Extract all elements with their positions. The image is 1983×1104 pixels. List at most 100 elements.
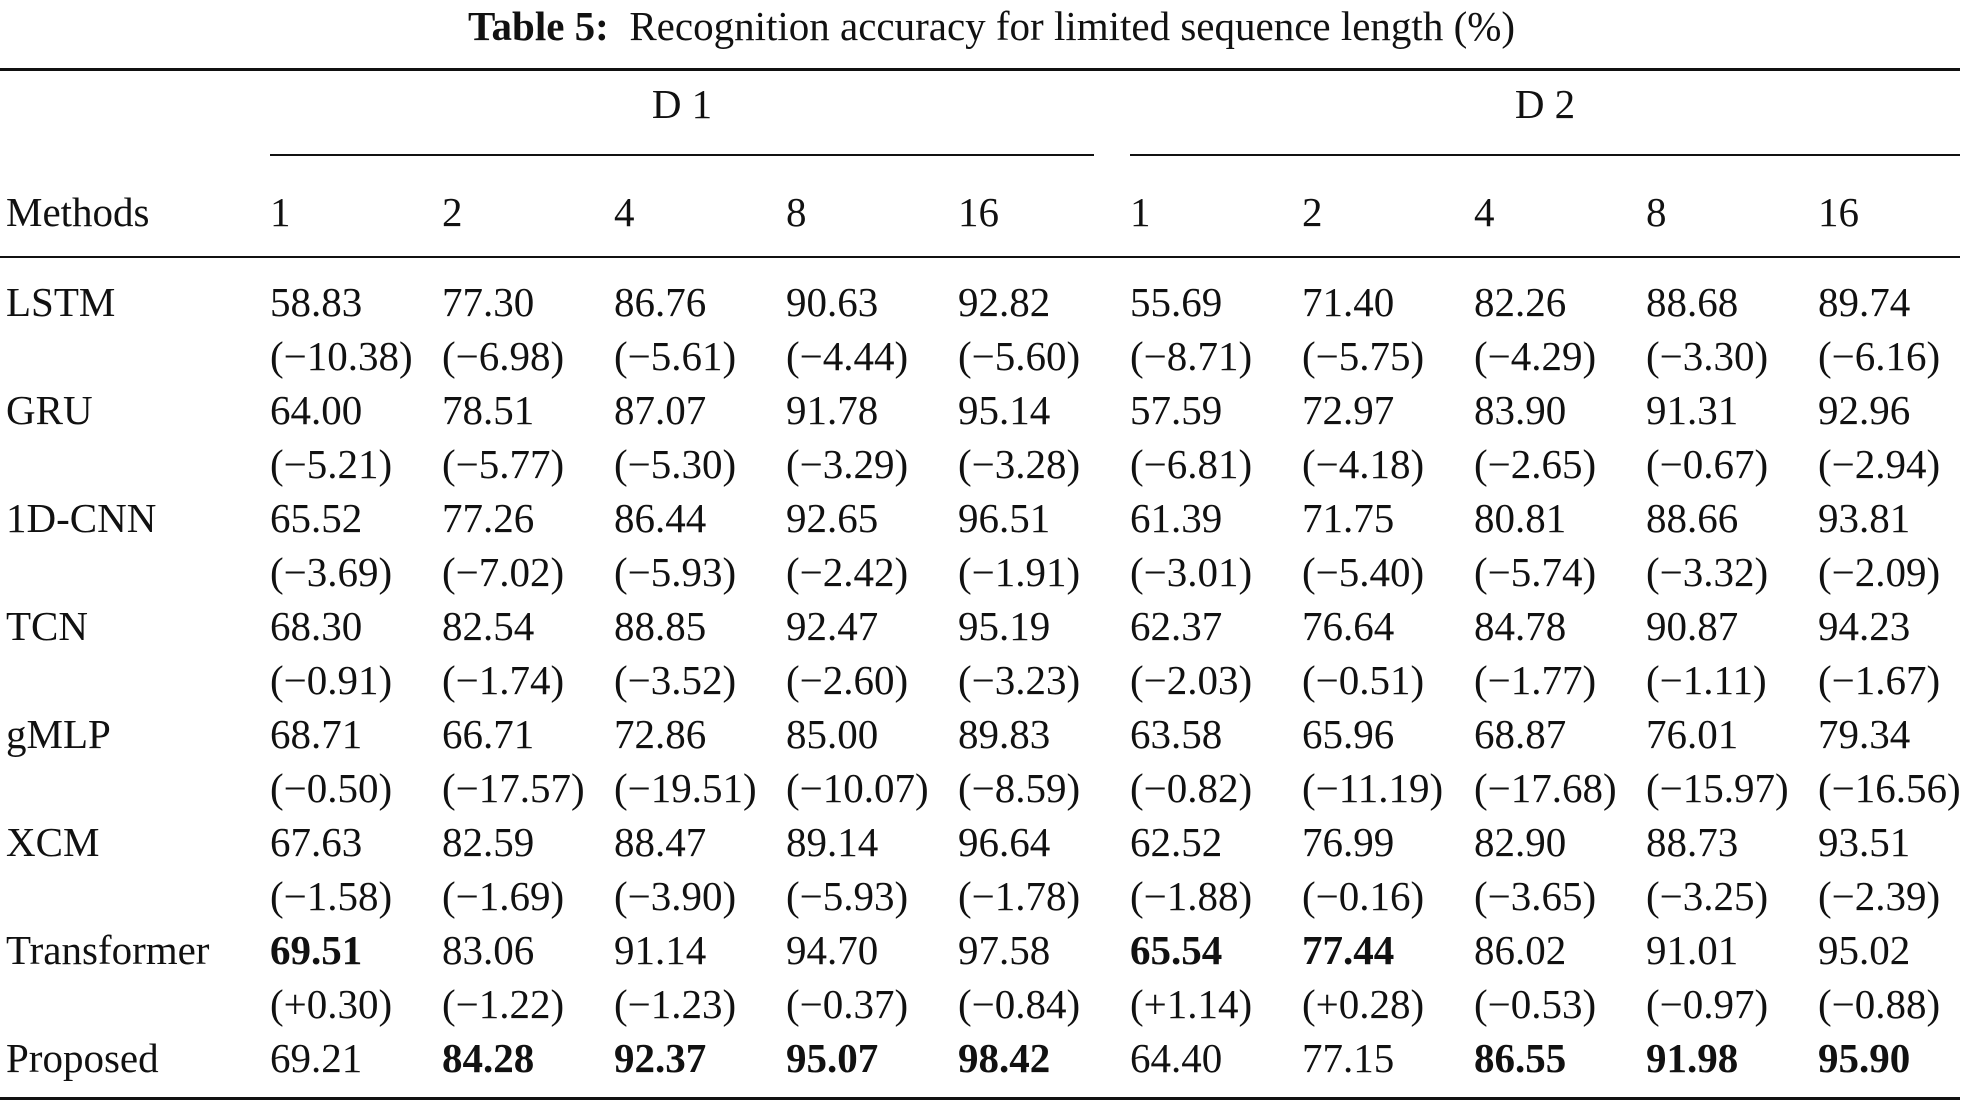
accuracy-value: 90.87 — [1646, 603, 1739, 649]
difference-value: (−5.61) — [614, 333, 737, 379]
difference-value: (−8.59) — [958, 765, 1081, 811]
accuracy-value: 83.06 — [442, 927, 535, 973]
accuracy-value: 97.58 — [958, 927, 1051, 973]
accuracy-value: 77.15 — [1302, 1035, 1395, 1081]
accuracy-value: 87.07 — [614, 387, 707, 433]
difference-value: (−4.29) — [1474, 333, 1597, 379]
accuracy-value: 86.76 — [614, 279, 707, 325]
accuracy-value: 92.37 — [614, 1035, 707, 1081]
difference-value: (−2.09) — [1818, 549, 1941, 595]
group-header-d1: D 1 — [651, 81, 713, 127]
difference-value: (−5.93) — [614, 549, 737, 595]
accuracy-value: 76.01 — [1646, 711, 1739, 757]
column-header: 1 — [270, 189, 291, 235]
method-name: GRU — [6, 387, 93, 433]
accuracy-value: 69.21 — [270, 1035, 363, 1081]
difference-value: (+0.30) — [270, 981, 393, 1027]
accuracy-value: 77.30 — [442, 279, 535, 325]
column-header: 8 — [1646, 189, 1667, 235]
accuracy-value: 76.99 — [1302, 819, 1395, 865]
method-name: TCN — [6, 603, 88, 649]
difference-value: (−0.67) — [1646, 441, 1769, 487]
difference-value: (−6.98) — [442, 333, 565, 379]
difference-value: (−10.07) — [786, 765, 929, 811]
difference-value: (−5.21) — [270, 441, 393, 487]
difference-value: (−3.01) — [1130, 549, 1253, 595]
difference-value: (−10.38) — [270, 333, 413, 379]
difference-value: (−1.74) — [442, 657, 565, 703]
difference-value: (−2.42) — [786, 549, 909, 595]
accuracy-value: 79.34 — [1818, 711, 1911, 757]
difference-value: (−2.60) — [786, 657, 909, 703]
accuracy-value: 63.58 — [1130, 711, 1223, 757]
difference-value: (−1.67) — [1818, 657, 1941, 703]
difference-value: (−4.18) — [1302, 441, 1425, 487]
accuracy-value: 92.47 — [786, 603, 879, 649]
accuracy-value: 78.51 — [442, 387, 535, 433]
accuracy-value: 94.70 — [786, 927, 879, 973]
accuracy-value: 58.83 — [270, 279, 363, 325]
difference-value: (−5.74) — [1474, 549, 1597, 595]
difference-value: (−6.16) — [1818, 333, 1941, 379]
difference-value: (−1.91) — [958, 549, 1081, 595]
accuracy-value: 88.85 — [614, 603, 707, 649]
accuracy-value: 76.64 — [1302, 603, 1395, 649]
accuracy-value: 69.51 — [270, 927, 363, 973]
accuracy-value: 91.01 — [1646, 927, 1739, 973]
method-name: LSTM — [6, 279, 116, 325]
accuracy-value: 62.37 — [1130, 603, 1223, 649]
accuracy-value: 94.23 — [1818, 603, 1911, 649]
accuracy-value: 88.73 — [1646, 819, 1739, 865]
accuracy-value: 88.47 — [614, 819, 707, 865]
column-header: 2 — [442, 189, 463, 235]
difference-value: (−0.97) — [1646, 981, 1769, 1027]
difference-value: (−5.77) — [442, 441, 565, 487]
accuracy-value: 72.86 — [614, 711, 707, 757]
accuracy-value: 84.78 — [1474, 603, 1567, 649]
accuracy-value: 91.14 — [614, 927, 707, 973]
difference-value: (−16.56) — [1818, 765, 1961, 811]
difference-value: (−2.39) — [1818, 873, 1941, 919]
difference-value: (−1.23) — [614, 981, 737, 1027]
difference-value: (−5.75) — [1302, 333, 1425, 379]
difference-value: (−2.03) — [1130, 657, 1253, 703]
accuracy-value: 71.75 — [1302, 495, 1395, 541]
difference-value: (−7.02) — [442, 549, 565, 595]
accuracy-value: 66.71 — [442, 711, 535, 757]
column-header: 4 — [1474, 189, 1495, 235]
accuracy-value: 64.00 — [270, 387, 363, 433]
difference-value: (−5.93) — [786, 873, 909, 919]
accuracy-value: 90.63 — [786, 279, 879, 325]
column-header: 16 — [958, 189, 999, 235]
accuracy-value: 65.54 — [1130, 927, 1223, 973]
difference-value: (−2.94) — [1818, 441, 1941, 487]
difference-value: (−1.77) — [1474, 657, 1597, 703]
difference-value: (−0.82) — [1130, 765, 1253, 811]
column-header: 8 — [786, 189, 807, 235]
difference-value: (−19.51) — [614, 765, 757, 811]
difference-value: (+1.14) — [1130, 981, 1253, 1027]
column-header: 1 — [1130, 189, 1151, 235]
accuracy-value: 55.69 — [1130, 279, 1223, 325]
accuracy-value: 91.31 — [1646, 387, 1739, 433]
accuracy-value: 86.55 — [1474, 1035, 1567, 1081]
difference-value: (−2.65) — [1474, 441, 1597, 487]
accuracy-value: 61.39 — [1130, 495, 1223, 541]
column-header: 16 — [1818, 189, 1859, 235]
difference-value: (−0.53) — [1474, 981, 1597, 1027]
accuracy-value: 83.90 — [1474, 387, 1567, 433]
accuracy-value: 96.51 — [958, 495, 1051, 541]
difference-value: (−1.69) — [442, 873, 565, 919]
table-caption: Table 5: Recognition accuracy for limite… — [0, 0, 1983, 54]
accuracy-value: 67.63 — [270, 819, 363, 865]
accuracy-value: 68.87 — [1474, 711, 1567, 757]
accuracy-value: 93.81 — [1818, 495, 1911, 541]
difference-value: (−6.81) — [1130, 441, 1253, 487]
difference-value: (−1.22) — [442, 981, 565, 1027]
accuracy-value: 85.00 — [786, 711, 879, 757]
difference-value: (−17.57) — [442, 765, 585, 811]
difference-value: (−3.28) — [958, 441, 1081, 487]
method-name: 1D-CNN — [6, 495, 157, 541]
difference-value: (−8.71) — [1130, 333, 1253, 379]
methods-header: Methods — [6, 189, 150, 235]
